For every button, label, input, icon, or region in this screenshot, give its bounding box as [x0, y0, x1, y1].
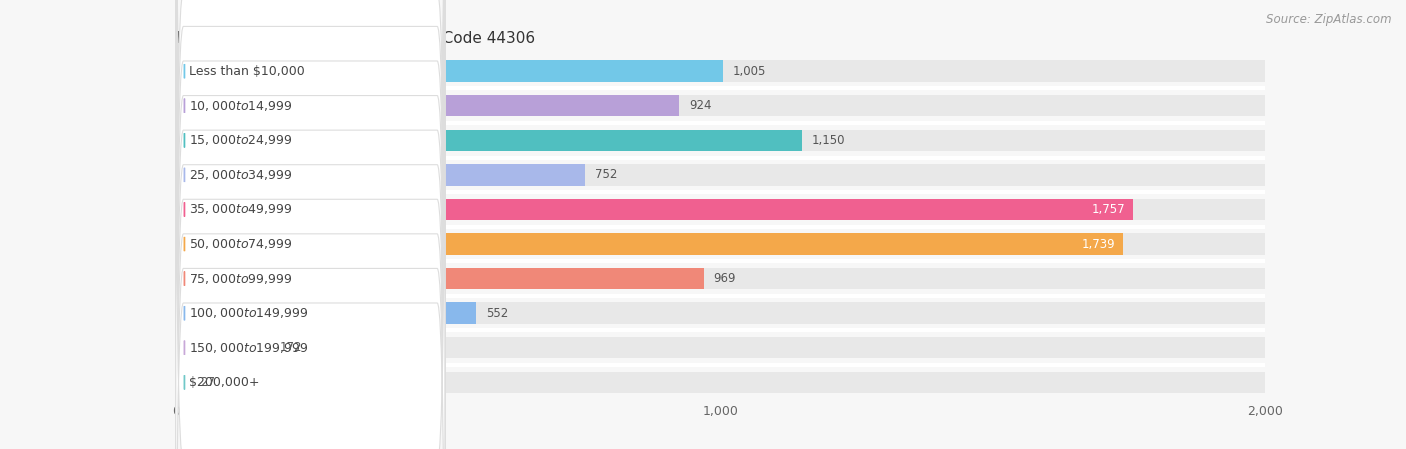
- FancyBboxPatch shape: [176, 0, 444, 449]
- Bar: [176, 303, 477, 324]
- Bar: [176, 164, 1265, 185]
- Text: $75,000 to $99,999: $75,000 to $99,999: [188, 272, 292, 286]
- Bar: [176, 130, 803, 151]
- Text: $35,000 to $49,999: $35,000 to $49,999: [188, 202, 292, 216]
- Bar: [176, 268, 703, 289]
- Text: $10,000 to $14,999: $10,000 to $14,999: [188, 99, 292, 113]
- Text: $200,000+: $200,000+: [188, 376, 260, 389]
- Bar: [176, 199, 1265, 220]
- Text: 1,739: 1,739: [1081, 238, 1115, 251]
- FancyBboxPatch shape: [176, 0, 444, 449]
- Bar: [176, 233, 1123, 255]
- FancyBboxPatch shape: [176, 0, 444, 449]
- Text: Household Income Brackets in Zip Code 44306: Household Income Brackets in Zip Code 44…: [176, 31, 534, 46]
- Bar: [176, 61, 1265, 82]
- Bar: [176, 199, 1133, 220]
- Bar: [176, 303, 1265, 324]
- Bar: [176, 372, 1265, 393]
- Text: 27: 27: [200, 376, 215, 389]
- FancyBboxPatch shape: [176, 0, 444, 449]
- Text: $15,000 to $24,999: $15,000 to $24,999: [188, 133, 292, 147]
- Text: $25,000 to $34,999: $25,000 to $34,999: [188, 168, 292, 182]
- Text: 1,150: 1,150: [813, 134, 845, 147]
- Text: Source: ZipAtlas.com: Source: ZipAtlas.com: [1267, 13, 1392, 26]
- Text: Less than $10,000: Less than $10,000: [188, 65, 305, 78]
- Text: 172: 172: [280, 341, 302, 354]
- FancyBboxPatch shape: [176, 0, 444, 449]
- Text: $100,000 to $149,999: $100,000 to $149,999: [188, 306, 308, 320]
- FancyBboxPatch shape: [176, 0, 444, 449]
- Text: 552: 552: [486, 307, 509, 320]
- Text: 969: 969: [713, 272, 735, 285]
- Text: 1,005: 1,005: [733, 65, 766, 78]
- Text: 1,757: 1,757: [1091, 203, 1125, 216]
- Text: $150,000 to $199,999: $150,000 to $199,999: [188, 341, 308, 355]
- Bar: [176, 95, 679, 116]
- FancyBboxPatch shape: [176, 0, 444, 449]
- FancyBboxPatch shape: [176, 0, 444, 449]
- Text: 752: 752: [595, 168, 617, 181]
- Bar: [176, 130, 1265, 151]
- Text: 924: 924: [689, 99, 711, 112]
- FancyBboxPatch shape: [176, 0, 444, 449]
- FancyBboxPatch shape: [176, 0, 444, 449]
- Bar: [176, 268, 1265, 289]
- Text: $50,000 to $74,999: $50,000 to $74,999: [188, 237, 292, 251]
- Bar: [176, 95, 1265, 116]
- Bar: [176, 337, 1265, 358]
- Bar: [176, 61, 723, 82]
- Bar: [176, 337, 270, 358]
- Bar: [176, 164, 585, 185]
- Bar: [176, 233, 1265, 255]
- Bar: [176, 372, 190, 393]
